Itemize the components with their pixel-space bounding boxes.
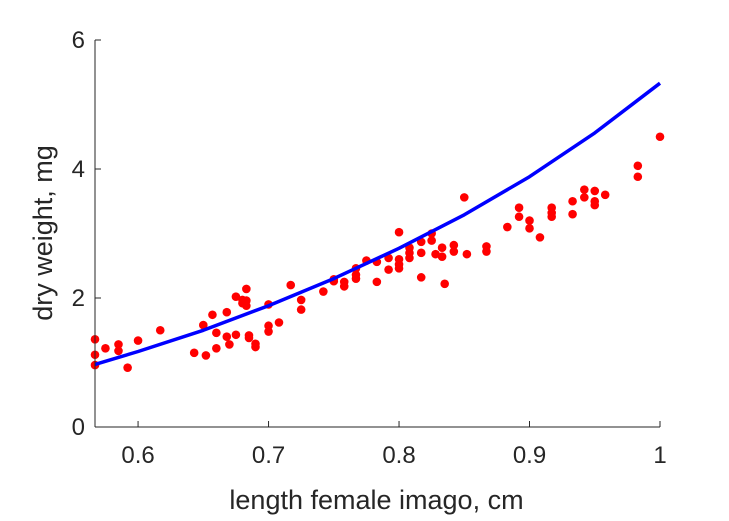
data-point bbox=[416, 273, 426, 282]
y-tick-label: 2 bbox=[72, 285, 85, 312]
data-point bbox=[286, 280, 296, 290]
x-tick-label: 0.9 bbox=[513, 442, 546, 469]
data-point bbox=[568, 196, 577, 206]
data-point bbox=[437, 252, 447, 262]
data-point bbox=[244, 333, 254, 343]
data-point bbox=[405, 253, 414, 263]
data-point bbox=[351, 274, 361, 283]
data-point bbox=[633, 172, 643, 182]
data-point bbox=[319, 287, 328, 296]
data-point bbox=[459, 193, 469, 202]
data-point bbox=[449, 247, 459, 256]
data-point bbox=[199, 320, 208, 330]
data-point bbox=[514, 212, 524, 222]
data-point bbox=[242, 284, 251, 294]
y-tick-label: 4 bbox=[72, 156, 85, 183]
data-point bbox=[372, 277, 382, 287]
data-point bbox=[231, 292, 241, 302]
data-point bbox=[114, 346, 123, 356]
data-point bbox=[296, 305, 306, 314]
data-point bbox=[482, 247, 491, 256]
data-point bbox=[427, 236, 436, 245]
data-point bbox=[416, 248, 426, 258]
data-point bbox=[600, 190, 610, 200]
data-point bbox=[274, 318, 284, 327]
data-point bbox=[503, 222, 512, 232]
data-point bbox=[580, 185, 589, 194]
data-point bbox=[580, 193, 589, 202]
data-point bbox=[222, 332, 232, 342]
data-point bbox=[514, 203, 524, 212]
data-point bbox=[590, 186, 600, 196]
x-tick-label: 0.7 bbox=[252, 442, 285, 469]
y-tick-label: 0 bbox=[72, 414, 85, 441]
data-point bbox=[462, 249, 472, 259]
data-point bbox=[590, 200, 600, 210]
x-tick-label: 1 bbox=[653, 442, 666, 469]
data-point bbox=[264, 327, 273, 336]
data-point bbox=[101, 344, 110, 353]
data-point bbox=[231, 330, 241, 340]
axes bbox=[94, 40, 660, 428]
data-point bbox=[633, 161, 643, 171]
data-point bbox=[296, 295, 306, 305]
data-point bbox=[114, 340, 123, 349]
fit-curve bbox=[94, 81, 662, 367]
y-tick-label: 6 bbox=[72, 27, 85, 54]
data-point bbox=[384, 265, 393, 274]
data-point bbox=[431, 249, 440, 259]
data-point bbox=[547, 212, 556, 222]
data-point bbox=[525, 216, 534, 225]
data-point bbox=[212, 328, 221, 338]
x-tick-label: 0.8 bbox=[382, 442, 415, 469]
x-tick-label: 0.6 bbox=[121, 442, 154, 469]
data-point bbox=[222, 307, 232, 317]
data-point bbox=[251, 342, 260, 352]
data-point bbox=[201, 351, 211, 360]
data-point bbox=[525, 224, 534, 233]
data-point bbox=[437, 243, 447, 252]
data-point bbox=[394, 227, 404, 237]
data-point bbox=[212, 344, 221, 353]
data-point bbox=[208, 310, 217, 320]
data-point bbox=[225, 340, 234, 349]
data-point bbox=[568, 209, 577, 219]
x-axis-label: length female imago, cm bbox=[229, 485, 523, 515]
data-point bbox=[394, 264, 404, 273]
data-point bbox=[449, 240, 459, 250]
data-point bbox=[242, 301, 251, 311]
plot-area bbox=[90, 81, 665, 372]
y-axis-label: dry weight, mg bbox=[28, 145, 58, 321]
data-point bbox=[440, 279, 449, 289]
data-point bbox=[655, 132, 665, 142]
data-point bbox=[155, 325, 165, 335]
data-point bbox=[339, 282, 349, 291]
data-point bbox=[535, 233, 545, 242]
data-point bbox=[123, 363, 132, 372]
ticks: 0.6 0.7 0.8 0.9 1 0 2 4 6 bbox=[72, 27, 667, 469]
data-point bbox=[133, 336, 143, 345]
data-point bbox=[189, 348, 199, 358]
